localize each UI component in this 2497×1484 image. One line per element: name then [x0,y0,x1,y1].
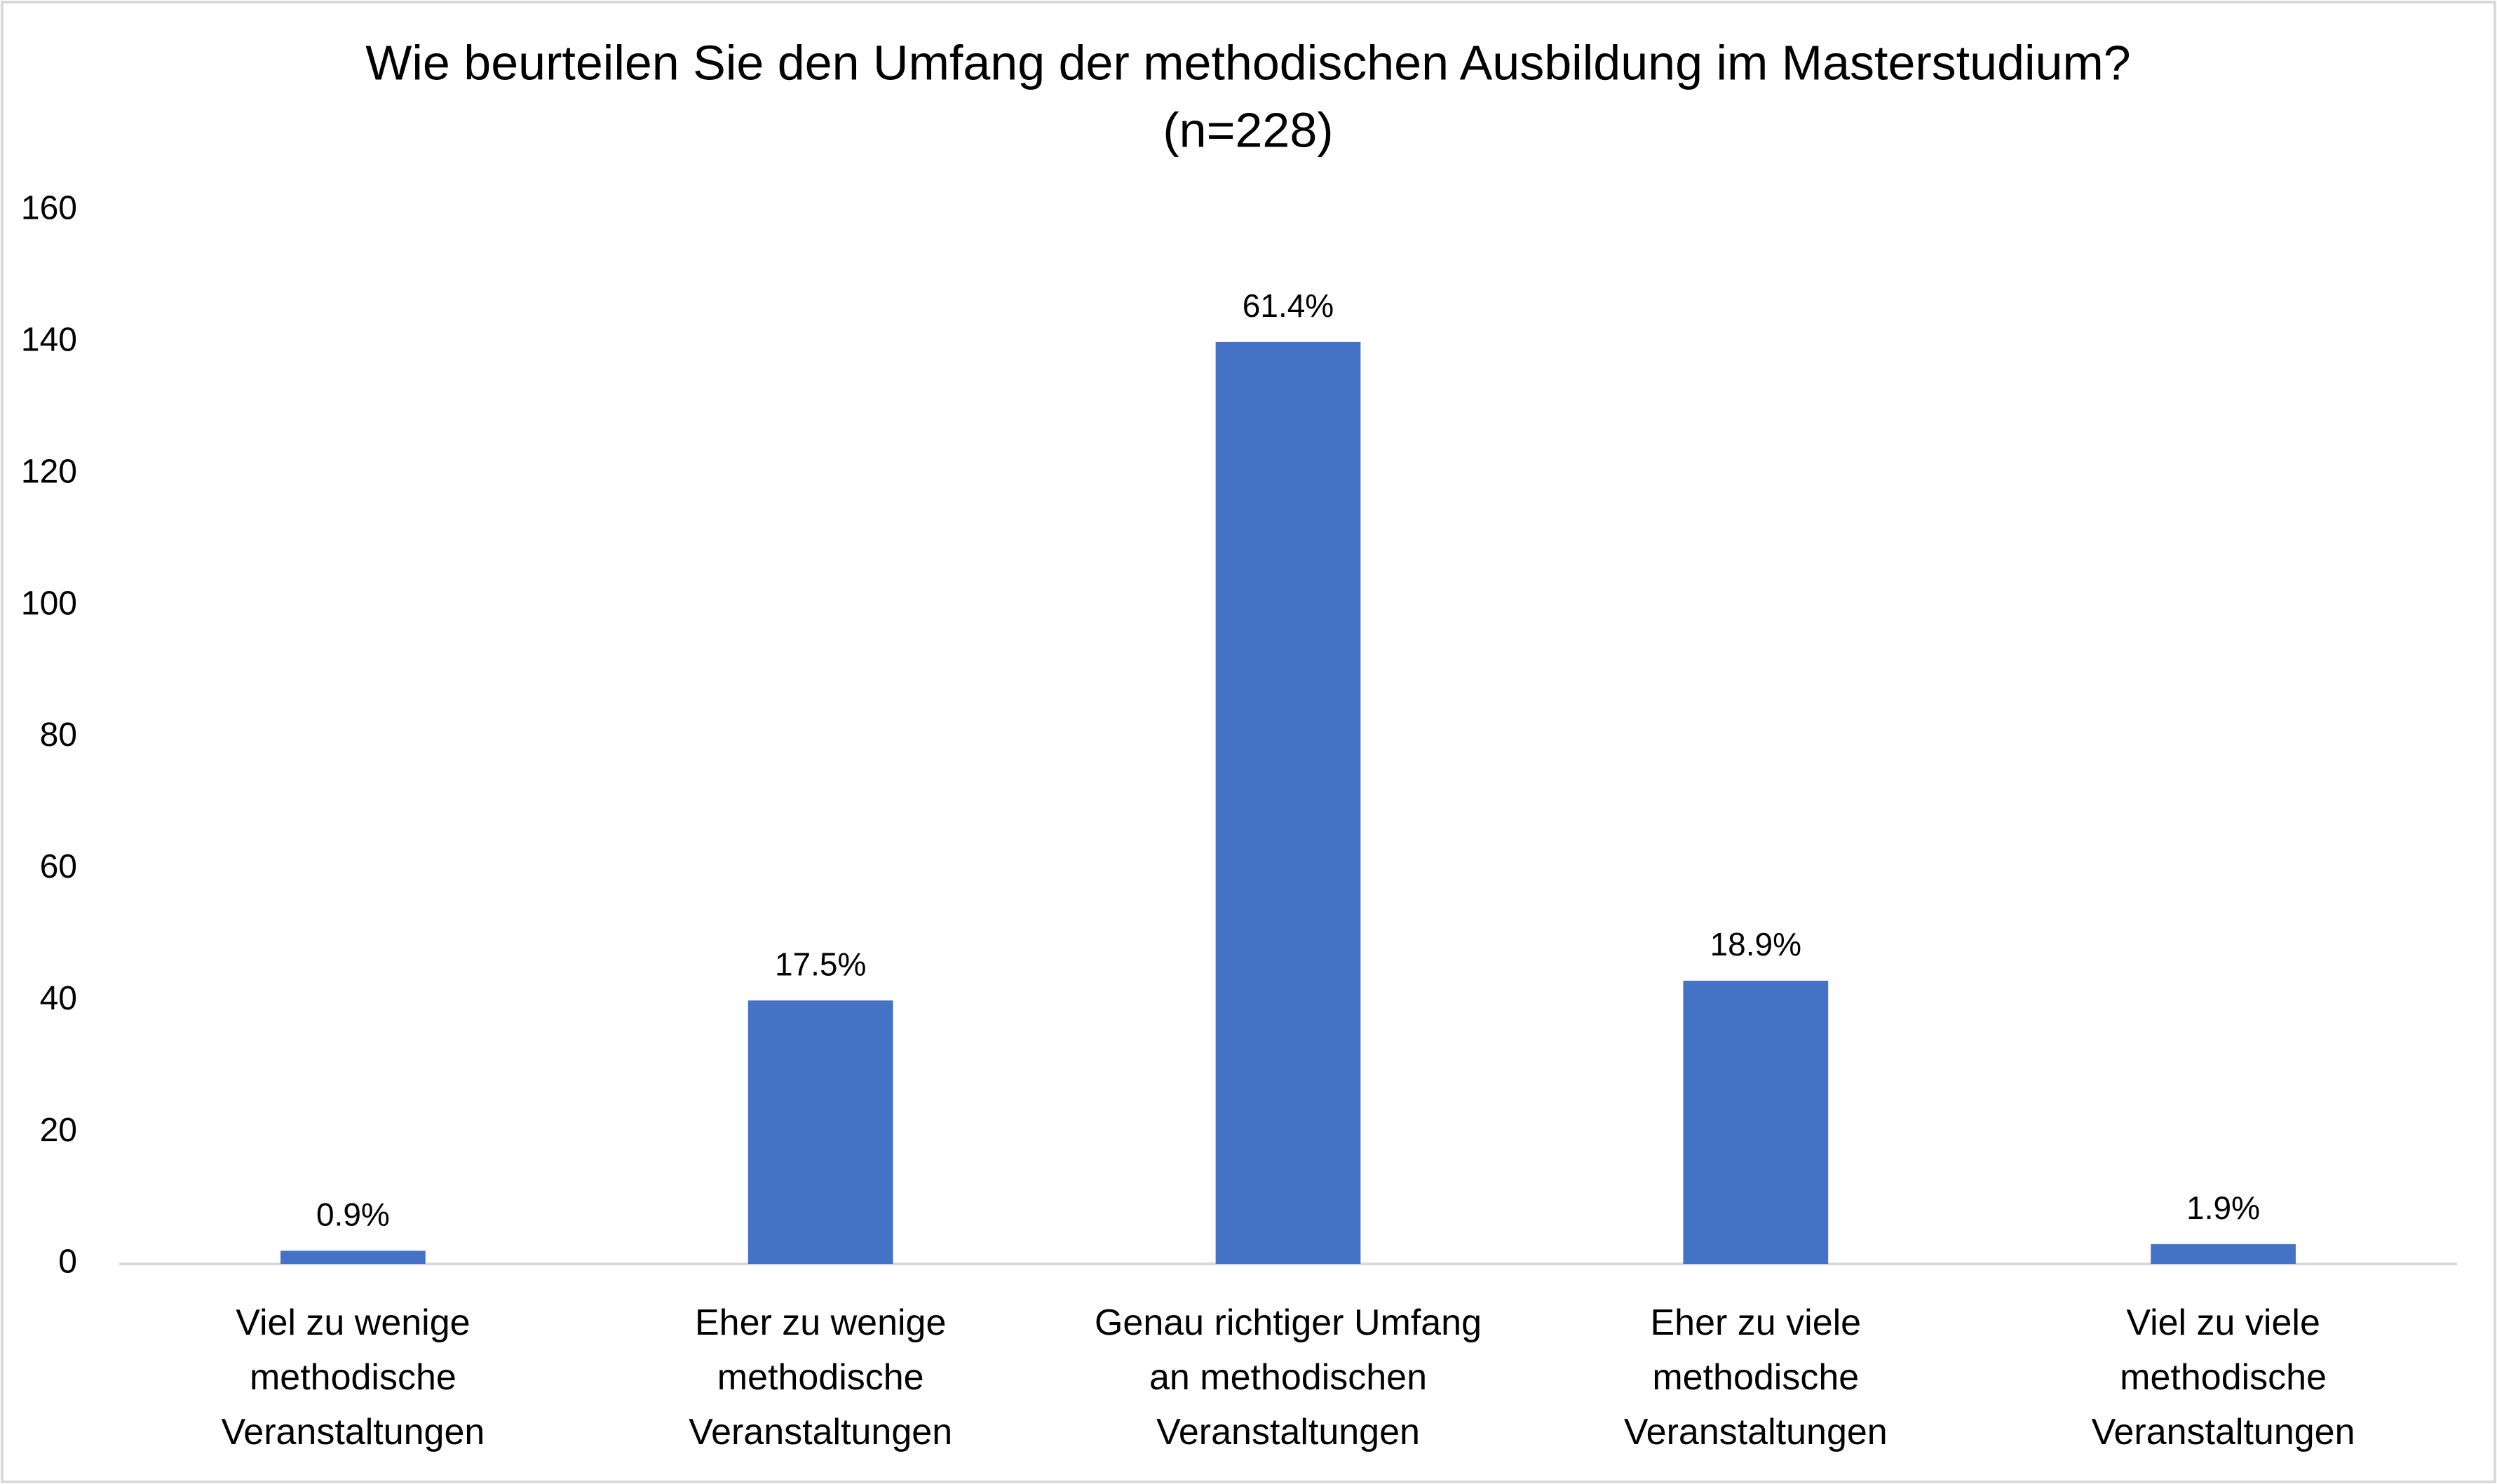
x-tick-label: Eher zu wenige methodische Veranstaltung… [689,1302,953,1452]
bar [1215,341,1361,1264]
value-label: 0.9% [316,1196,390,1232]
bar [1683,981,1829,1264]
value-label: 61.4% [1243,287,1334,324]
x-tick-label: Viel zu wenige methodische Veranstaltung… [221,1302,485,1452]
y-tick-label: 100 [21,585,77,622]
y-tick-label: 20 [40,1112,77,1149]
bar [747,1000,893,1264]
chart-title: Wie beurteilen Sie den Umfang der method… [365,35,2130,90]
y-tick-label: 120 [21,453,77,490]
x-tick-label: Viel zu viele methodische Veranstaltunge… [2091,1302,2355,1452]
value-label: 1.9% [2186,1190,2260,1226]
y-tick-label: 60 [40,848,77,885]
x-tick-label: Eher zu viele methodische Veranstaltunge… [1623,1302,1888,1452]
bar [280,1251,426,1264]
y-tick-label: 160 [21,190,77,227]
y-tick-label: 140 [21,322,77,359]
y-tick-label: 80 [40,716,77,754]
value-label: 18.9% [1710,926,1801,962]
chart-subtitle: (n=228) [1163,102,1333,157]
x-tick-label: Genau richtiger Umfang an methodischen V… [1094,1302,1482,1452]
y-tick-label: 0 [58,1244,77,1281]
value-label: 17.5% [775,946,866,982]
bar [2151,1244,2296,1264]
y-tick-label: 40 [40,980,77,1017]
